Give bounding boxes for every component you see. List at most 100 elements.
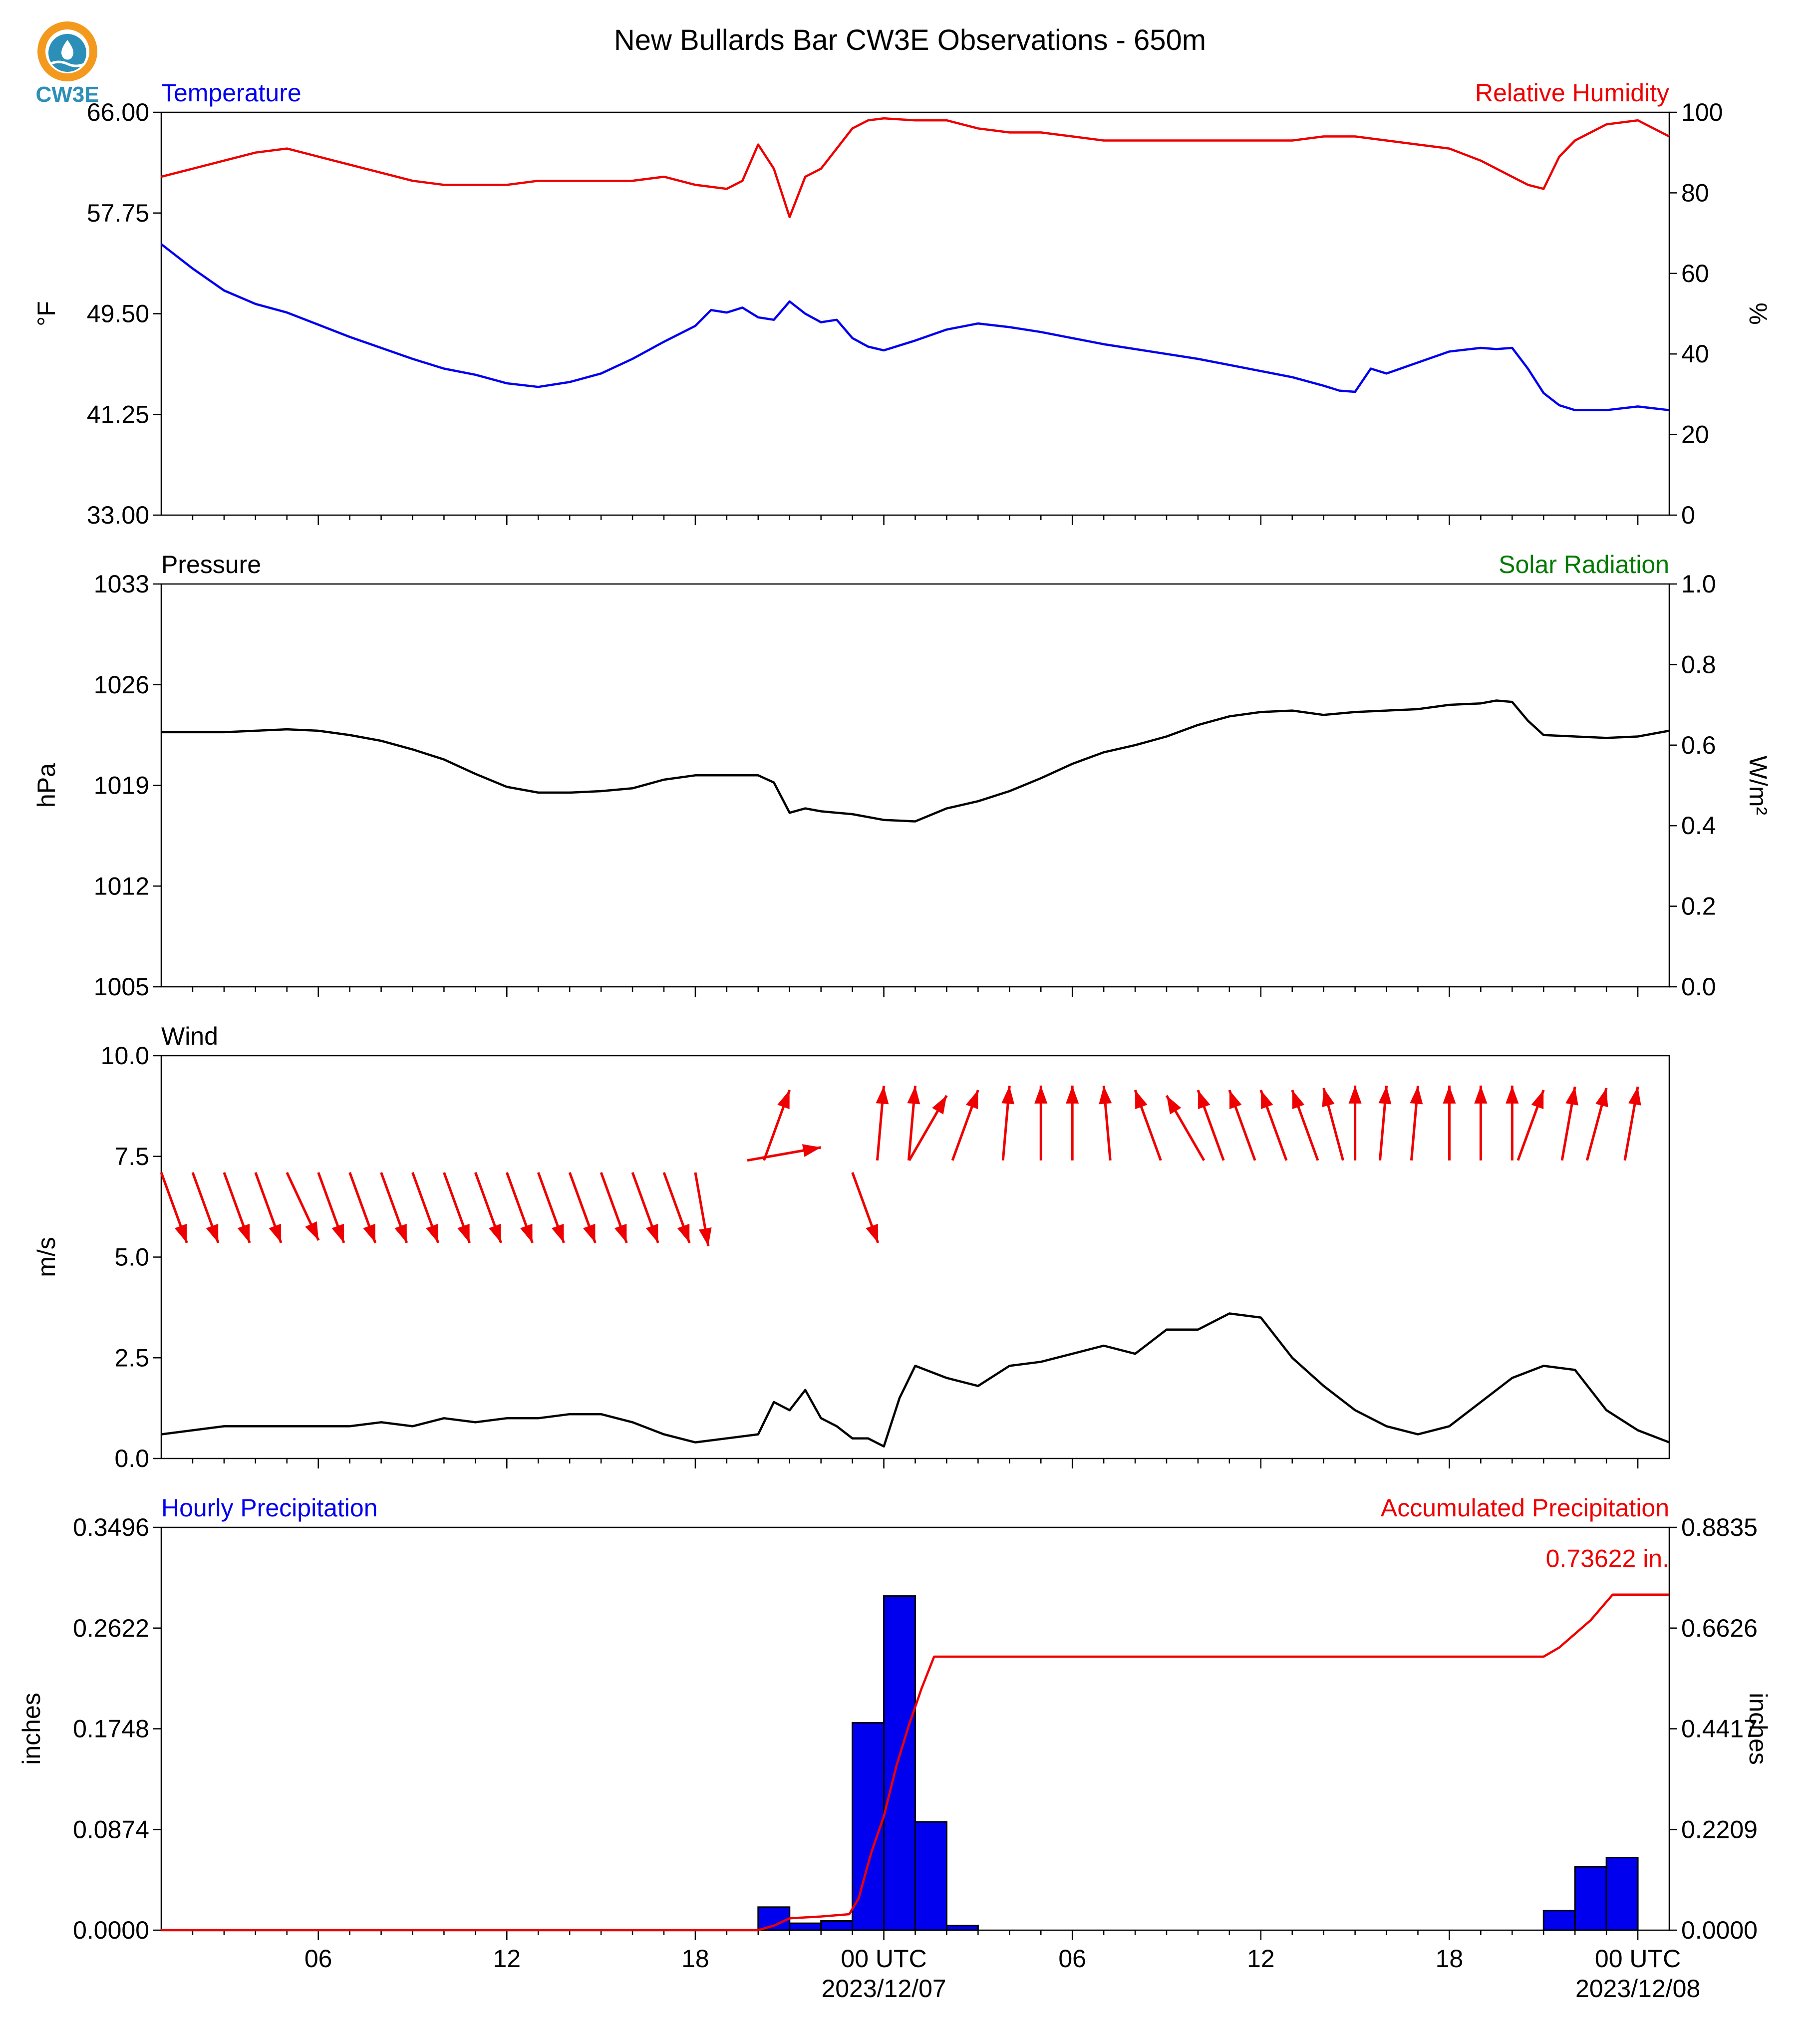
precip-bar: [852, 1722, 885, 1931]
wind-arrow: [191, 1172, 220, 1243]
wind-arrow: [1443, 1085, 1456, 1160]
wind-arrow-head: [520, 1223, 533, 1243]
y-right-tick-label: 0.2209: [1681, 1815, 1758, 1843]
panel-left-title: Hourly Precipitation: [161, 1494, 378, 1522]
wind-arrow: [763, 1090, 791, 1161]
wind-arrow-head: [457, 1223, 470, 1243]
wind-arrow-head: [489, 1223, 501, 1243]
wind-arrow: [411, 1172, 440, 1243]
wind-arrow: [1474, 1085, 1488, 1160]
y-tick-label: 5.0: [114, 1243, 149, 1271]
y-right-tick-label: 1.0: [1681, 570, 1716, 598]
wind-arrow-head: [777, 1090, 790, 1110]
precip-bar: [789, 1922, 822, 1931]
wind-arrow-head: [426, 1223, 438, 1243]
y-tick-label: 0.2622: [73, 1614, 149, 1642]
x-tick-label: 06: [1058, 1945, 1086, 1973]
figure-title: New Bullards Bar CW3E Observations - 650…: [614, 24, 1206, 56]
series-line-accumulated-precipitation: [161, 1593, 1669, 1932]
wind-arrow: [631, 1172, 659, 1243]
wind-arrow-head: [269, 1223, 282, 1243]
panels: Temperature Relative Humidity 33.00 41.25 49…: [17, 79, 1772, 2003]
y-right-tick-label: 0.6: [1681, 731, 1716, 759]
wind-arrow: [908, 1095, 948, 1161]
wind-arrow: [1099, 1086, 1112, 1161]
precip-bar: [1542, 1910, 1576, 1931]
wind-arrow: [600, 1172, 628, 1243]
wind-arrow: [747, 1144, 822, 1162]
accumulated-total-label: 0.73622 in.: [1546, 1545, 1669, 1573]
precip-bar: [757, 1906, 791, 1931]
wind-arrow: [254, 1172, 283, 1243]
plot-frame: [160, 1055, 1670, 1459]
y-tick-label: 41.25: [87, 400, 149, 428]
y-right-tick-label: 40: [1681, 340, 1709, 368]
y-tick-label: 57.75: [87, 199, 149, 227]
panel-4: Hourly Precipitation Accumulated Precipit…: [17, 1494, 1772, 2003]
wind-arrow-head: [1292, 1090, 1305, 1110]
wind-arrow-head: [1099, 1086, 1112, 1105]
wind-arrow: [1066, 1085, 1079, 1160]
wind-arrow-head: [331, 1223, 344, 1243]
wind-arrow-head: [1565, 1087, 1578, 1106]
wind-arrow-head: [174, 1223, 187, 1243]
y-tick-label: 1019: [94, 772, 149, 800]
wind-arrow-head: [1443, 1085, 1456, 1104]
y-tick-label: 1026: [94, 671, 149, 699]
cw3e-logo: CW3E: [20, 14, 115, 109]
wind-arrow-head: [802, 1144, 821, 1157]
wind-arrow: [348, 1172, 377, 1243]
wind-arrow: [537, 1172, 565, 1243]
series-line-pressure: [161, 699, 1670, 823]
wind-arrow-head: [1378, 1086, 1392, 1105]
panel-3: Wind 0.0 2.5 5.0 7.5 10.0 m/s: [32, 1022, 1670, 1472]
wind-arrow-head: [1066, 1085, 1079, 1104]
y-axis-label: m/s: [32, 1237, 60, 1277]
y-right-tick-label: 0: [1681, 501, 1695, 529]
x-tick-label: 06: [304, 1945, 332, 1973]
wind-arrow-head: [583, 1223, 596, 1243]
y-right-tick-label: 0.0000: [1681, 1916, 1758, 1944]
y-tick-label: 0.0874: [73, 1815, 149, 1843]
wind-arrow-head: [1410, 1086, 1423, 1105]
wind-arrow: [951, 1090, 979, 1161]
wind-arrow-head: [305, 1221, 319, 1240]
wind-arrow: [317, 1172, 345, 1243]
y-right-tick-label: 0.2: [1681, 892, 1716, 920]
wind-arrow: [380, 1172, 408, 1243]
cw3e-logo-mark: CW3E: [35, 21, 99, 107]
plot-frame: [160, 111, 1670, 516]
wind-arrow: [1228, 1090, 1256, 1161]
wind-arrow-head: [1001, 1086, 1015, 1105]
precip-bar: [1605, 1857, 1639, 1931]
wind-arrow-head: [645, 1223, 658, 1243]
y-tick-label: 1033: [94, 570, 149, 598]
panel-2: Pressure Solar Radiation 1005 1012 1019 1026 1…: [32, 551, 1772, 1001]
wind-arrow-head: [1322, 1088, 1335, 1108]
wind-arrow: [1291, 1090, 1319, 1161]
y-right-tick-label: 100: [1681, 98, 1723, 126]
logo-wave: [49, 60, 86, 67]
wind-arrow-head: [1135, 1090, 1148, 1110]
wind-arrow: [1134, 1090, 1162, 1161]
y-tick-label: 7.5: [114, 1143, 149, 1170]
x-date-label: 2023/12/08: [1575, 1975, 1700, 2003]
wind-arrow-head: [907, 1086, 920, 1105]
wind-arrow: [876, 1086, 889, 1161]
y-right-tick-label: 0.8835: [1681, 1513, 1758, 1541]
wind-arrow: [1378, 1086, 1392, 1161]
wind-arrow: [160, 1172, 188, 1243]
wind-arrow-head: [677, 1223, 690, 1243]
wind-arrow: [1410, 1086, 1423, 1161]
y-axis-label: °F: [32, 301, 60, 326]
precip-bar: [820, 1920, 854, 1931]
x-tick-label: 18: [1436, 1945, 1464, 1973]
wind-arrow-head: [552, 1223, 564, 1243]
series-line-relative-humidity: [161, 117, 1670, 219]
y-tick-label: 0.0000: [73, 1916, 149, 1944]
precip-bar: [883, 1595, 916, 1931]
x-tick-label: 18: [681, 1945, 709, 1973]
wind-arrow-head: [1595, 1088, 1608, 1108]
panel-left-title: Pressure: [161, 551, 261, 579]
